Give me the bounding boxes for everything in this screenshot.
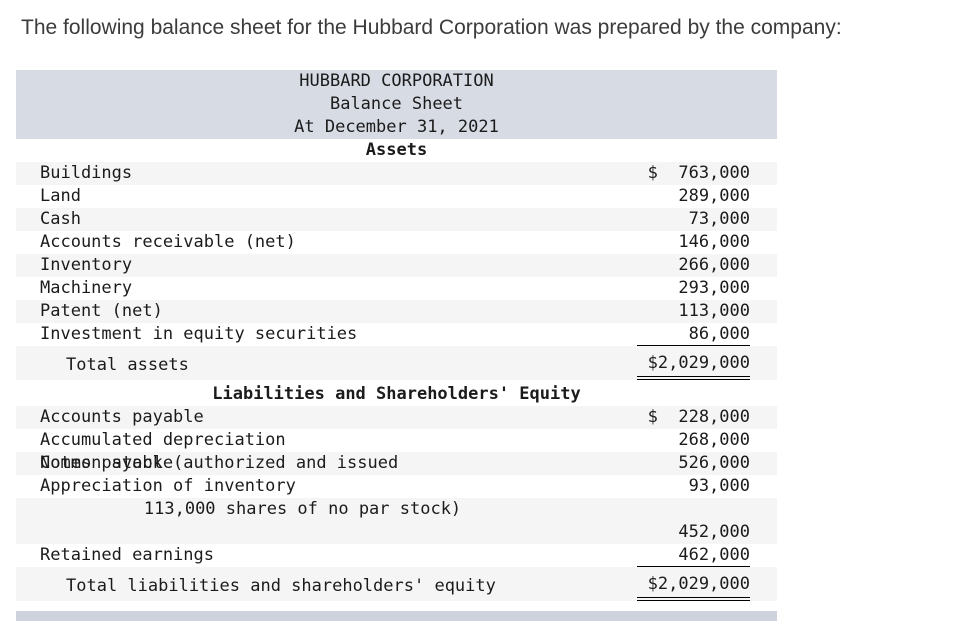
row-value: 268,000: [678, 430, 750, 450]
row-label: Land: [40, 186, 81, 206]
row-label: Investment in equity securities: [40, 324, 358, 344]
row-value: 93,000: [688, 476, 750, 496]
common-stock-line1: Common stock (authorized and issued: [40, 453, 399, 473]
statement-header: HUBBARD CORPORATION Balance Sheet At Dec…: [16, 70, 777, 139]
liabilities-section-heading: Liabilities and Shareholders' Equity: [212, 384, 581, 404]
table-row-buildings: Buildings $ 763,000: [16, 162, 777, 185]
row-label: Common stock (authorized and issued 113,…: [16, 452, 461, 544]
table-row-cash: Cash 73,000: [16, 208, 777, 231]
row-label: Accumulated depreciation: [40, 430, 286, 450]
whitespace-gap: [16, 601, 777, 611]
row-value: 293,000: [678, 278, 750, 298]
balance-sheet-table: HUBBARD CORPORATION Balance Sheet At Dec…: [16, 70, 777, 621]
table-row-accounts-payable: Accounts payable $ 228,000: [16, 406, 777, 429]
row-label: Accounts payable: [40, 407, 204, 427]
row-value: 113,000: [678, 301, 750, 321]
assets-section-heading: Assets: [365, 140, 428, 160]
row-value: 266,000: [678, 255, 750, 275]
row-value: $ 763,000: [647, 163, 750, 183]
row-label: Machinery: [40, 278, 133, 298]
row-label: Retained earnings: [40, 545, 214, 565]
row-value-underlined: 86,000: [637, 323, 750, 346]
row-label: Patent (net): [40, 301, 163, 321]
row-label: Cash: [40, 209, 81, 229]
row-label: Inventory: [40, 255, 133, 275]
table-row-patent: Patent (net) 113,000: [16, 300, 777, 323]
row-label: Appreciation of inventory: [40, 476, 296, 496]
row-value: 146,000: [678, 232, 750, 252]
row-value-underlined: 462,000: [637, 544, 750, 567]
table-row-notes-payable: Notes payable 526,000: [16, 452, 777, 475]
row-value: 452,000: [678, 522, 750, 542]
row-value-double-underlined: $2,029,000: [637, 571, 750, 601]
row-value: $ 228,000: [647, 407, 750, 427]
row-label: Accounts receivable (net): [40, 232, 296, 252]
row-value: 289,000: [678, 186, 750, 206]
row-label: Total liabilities and shareholders' equi…: [66, 576, 496, 596]
row-label: Notes payable: [40, 453, 174, 473]
table-row-investments: Investment in equity securities 86,000: [16, 323, 777, 346]
common-stock-line2: 113,000 shares of no par stock): [143, 499, 462, 519]
table-row-total-assets: Total assets $2,029,000: [16, 346, 777, 380]
next-table-header-bar: [16, 611, 777, 621]
table-row-total-liabilities-equity: Total liabilities and shareholders' equi…: [16, 567, 777, 601]
statement-title: Balance Sheet: [329, 94, 464, 114]
table-row-common-stock: Common stock (authorized and issued 113,…: [16, 453, 777, 544]
table-row-appreciation-of-inventory: Appreciation of inventory 93,000: [16, 475, 777, 498]
table-row-retained-earnings: Retained earnings 462,000: [16, 544, 777, 567]
row-value-double-underlined: $2,029,000: [637, 350, 750, 380]
row-value: 526,000: [678, 453, 750, 473]
row-label: Total assets: [66, 355, 189, 375]
table-row-accounts-receivable: Accounts receivable (net) 146,000: [16, 231, 777, 254]
row-value: 73,000: [688, 209, 750, 229]
table-row-accumulated-depreciation: Accumulated depreciation 268,000: [16, 429, 777, 452]
company-name: HUBBARD CORPORATION: [299, 71, 494, 91]
table-row-inventory: Inventory 266,000: [16, 254, 777, 277]
statement-date: At December 31, 2021: [294, 117, 499, 137]
page-title: The following balance sheet for the Hubb…: [21, 16, 842, 39]
table-row-machinery: Machinery 293,000: [16, 277, 777, 300]
row-label: Buildings: [40, 163, 133, 183]
table-row-land: Land 289,000: [16, 185, 777, 208]
